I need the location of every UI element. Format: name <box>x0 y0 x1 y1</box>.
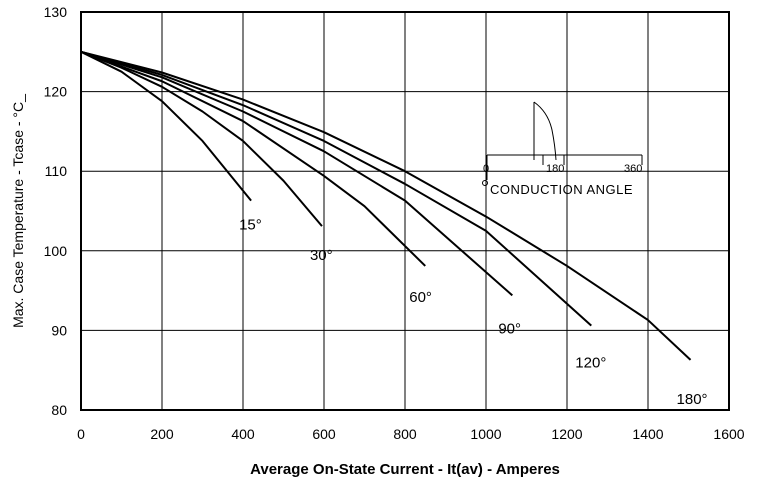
x-tick-label: 600 <box>312 426 336 442</box>
inset-origin-marker <box>482 180 488 186</box>
x-axis-title: Average On-State Current - It(av) - Ampe… <box>250 461 560 478</box>
y-tick-label: 90 <box>51 322 67 338</box>
series-label-3: 60° <box>409 289 432 306</box>
x-tick-label: 1000 <box>470 426 501 442</box>
x-tick-label: 400 <box>231 426 255 442</box>
y-tick-label: 80 <box>51 402 67 418</box>
plot-area-frame <box>80 11 730 411</box>
x-tick-label: 1200 <box>551 426 582 442</box>
inset-tick-180: 180 <box>546 163 564 175</box>
series-label-2: 30° <box>310 247 333 264</box>
series-labels: 15° 30° 60° 90° 120° 180° <box>239 217 707 408</box>
inset-tick-0: 0 <box>483 163 489 175</box>
series-line-1 <box>80 50 252 202</box>
series-line-4 <box>80 50 513 297</box>
x-tick-label: 200 <box>150 426 174 442</box>
series-label-6: 180° <box>677 391 708 408</box>
inset-tick-360: 360 <box>624 163 642 175</box>
grid <box>81 12 729 410</box>
conduction-angle-inset: 0 180 360 CONDUCTION ANGLE <box>482 101 643 197</box>
y-axis-title: Max. Case Temperature - Tcase - °C_ <box>10 94 26 328</box>
series-label-5: 120° <box>575 355 606 372</box>
y-tick-label: 110 <box>45 163 68 179</box>
y-tick-label: 100 <box>44 243 68 259</box>
series-lines <box>80 50 692 361</box>
series-label-4: 90° <box>498 320 521 337</box>
y-tick-label: 120 <box>44 84 68 100</box>
x-tick-label: 1400 <box>632 426 663 442</box>
x-tick-label: 1600 <box>713 426 744 442</box>
x-tick-label: 0 <box>77 426 85 442</box>
y-tick-label: 130 <box>44 4 68 20</box>
series-line-6 <box>80 50 692 361</box>
series-line-3 <box>80 50 426 267</box>
x-tick-labels: 0 200 400 600 800 1000 1200 1400 1600 <box>77 426 745 442</box>
y-tick-labels: 80 90 100 110 120 130 <box>44 4 68 418</box>
series-label-1: 15° <box>239 217 262 234</box>
x-tick-label: 800 <box>393 426 417 442</box>
inset-title: CONDUCTION ANGLE <box>490 182 633 197</box>
inset-waveform <box>533 101 557 165</box>
series-line-2 <box>80 50 323 227</box>
series-line-5 <box>80 50 592 327</box>
